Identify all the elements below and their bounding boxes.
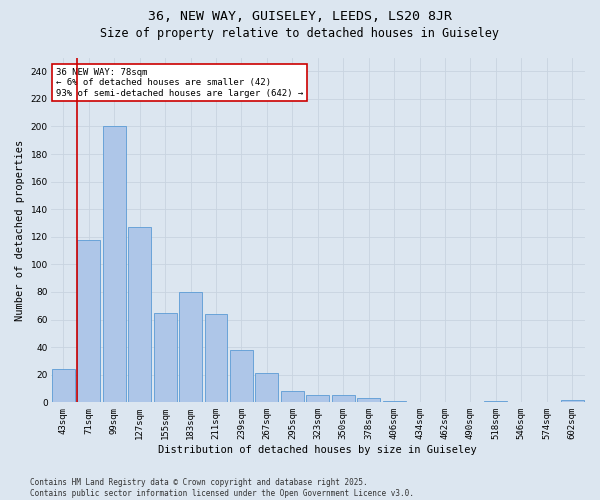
Text: Contains HM Land Registry data © Crown copyright and database right 2025.
Contai: Contains HM Land Registry data © Crown c… bbox=[30, 478, 414, 498]
Text: Size of property relative to detached houses in Guiseley: Size of property relative to detached ho… bbox=[101, 28, 499, 40]
Bar bbox=[179, 292, 202, 403]
Bar bbox=[484, 401, 508, 402]
Bar bbox=[52, 369, 75, 402]
Bar bbox=[357, 398, 380, 402]
Bar bbox=[561, 400, 584, 402]
Text: 36 NEW WAY: 78sqm
← 6% of detached houses are smaller (42)
93% of semi-detached : 36 NEW WAY: 78sqm ← 6% of detached house… bbox=[56, 68, 303, 98]
Bar bbox=[77, 240, 100, 402]
Bar bbox=[205, 314, 227, 402]
Bar bbox=[103, 126, 125, 402]
Bar bbox=[230, 350, 253, 403]
Y-axis label: Number of detached properties: Number of detached properties bbox=[15, 140, 25, 320]
Bar bbox=[256, 374, 278, 402]
X-axis label: Distribution of detached houses by size in Guiseley: Distribution of detached houses by size … bbox=[158, 445, 477, 455]
Text: 36, NEW WAY, GUISELEY, LEEDS, LS20 8JR: 36, NEW WAY, GUISELEY, LEEDS, LS20 8JR bbox=[148, 10, 452, 23]
Bar bbox=[307, 396, 329, 402]
Bar bbox=[383, 401, 406, 402]
Bar bbox=[128, 227, 151, 402]
Bar bbox=[281, 392, 304, 402]
Bar bbox=[154, 312, 176, 402]
Bar bbox=[332, 396, 355, 402]
